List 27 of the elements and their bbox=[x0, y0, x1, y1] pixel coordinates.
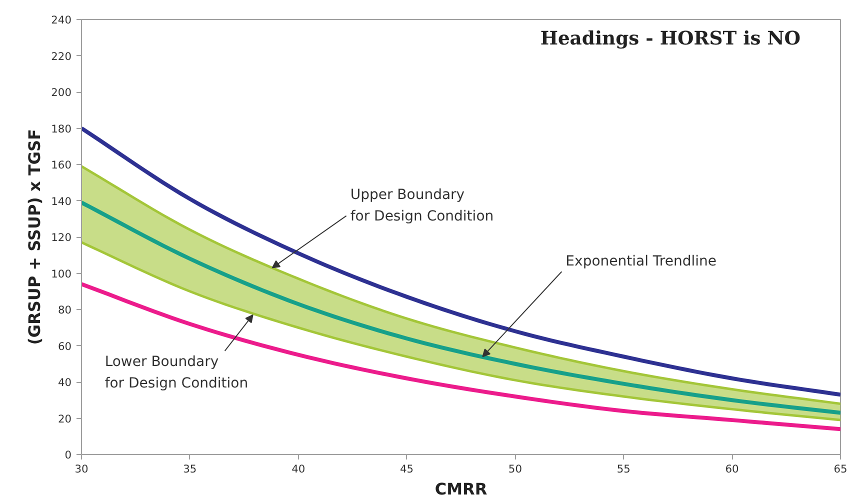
y-tick-label: 120 bbox=[51, 231, 72, 244]
y-tick-label: 240 bbox=[51, 14, 72, 26]
annotation: Lower Boundary for Design Condition bbox=[104, 354, 248, 392]
y-tick-label: 40 bbox=[58, 376, 72, 389]
x-tick-label: 45 bbox=[400, 462, 414, 476]
y-tick-label: 200 bbox=[51, 86, 72, 99]
x-tick-label: 35 bbox=[183, 462, 197, 476]
x-tick-label: 55 bbox=[616, 462, 630, 476]
y-axis-title: (GRSUP + SSUP) x TGSF bbox=[25, 129, 44, 345]
y-tick-label: 100 bbox=[51, 267, 72, 280]
annotation: Exponential Trendline bbox=[566, 254, 717, 270]
x-tick-label: 40 bbox=[292, 462, 306, 476]
annotation: Upper Boundary for Design Condition bbox=[350, 187, 494, 225]
y-tick-label: 180 bbox=[51, 122, 72, 136]
x-tick-label: 50 bbox=[508, 462, 522, 476]
text: Headings - HORST is NO bbox=[540, 28, 800, 50]
y-tick-label: 160 bbox=[51, 158, 72, 172]
y-tick-label: 140 bbox=[51, 194, 72, 208]
x-tick-label: 65 bbox=[834, 462, 848, 476]
x-tick-label: 30 bbox=[74, 462, 88, 476]
y-tick-label: 60 bbox=[58, 340, 72, 353]
y-tick-label: 80 bbox=[58, 304, 72, 316]
x-tick-label: 60 bbox=[725, 462, 740, 476]
y-tick-label: 0 bbox=[64, 448, 72, 462]
x-axis-title: CMRR bbox=[434, 480, 488, 498]
y-tick-label: 20 bbox=[58, 412, 72, 426]
y-tick-label: 220 bbox=[51, 50, 72, 63]
